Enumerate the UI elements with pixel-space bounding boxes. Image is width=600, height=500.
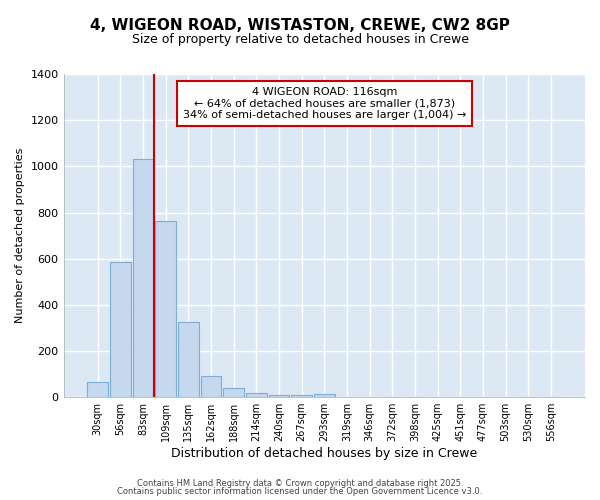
Bar xyxy=(110,262,131,397)
Bar xyxy=(314,394,335,397)
X-axis label: Distribution of detached houses by size in Crewe: Distribution of detached houses by size … xyxy=(171,447,478,460)
Bar xyxy=(246,392,267,397)
Bar xyxy=(178,322,199,397)
Text: Contains public sector information licensed under the Open Government Licence v3: Contains public sector information licen… xyxy=(118,487,482,496)
Bar xyxy=(87,382,108,397)
Text: 4, WIGEON ROAD, WISTASTON, CREWE, CW2 8GP: 4, WIGEON ROAD, WISTASTON, CREWE, CW2 8G… xyxy=(90,18,510,32)
Text: Size of property relative to detached houses in Crewe: Size of property relative to detached ho… xyxy=(131,32,469,46)
Bar xyxy=(291,395,312,397)
Text: Contains HM Land Registry data © Crown copyright and database right 2025.: Contains HM Land Registry data © Crown c… xyxy=(137,478,463,488)
Bar xyxy=(155,220,176,397)
Y-axis label: Number of detached properties: Number of detached properties xyxy=(15,148,25,324)
Bar xyxy=(133,160,154,397)
Bar xyxy=(223,388,244,397)
Text: 4 WIGEON ROAD: 116sqm
← 64% of detached houses are smaller (1,873)
34% of semi-d: 4 WIGEON ROAD: 116sqm ← 64% of detached … xyxy=(182,87,466,120)
Bar xyxy=(269,395,289,397)
Bar xyxy=(200,376,221,397)
